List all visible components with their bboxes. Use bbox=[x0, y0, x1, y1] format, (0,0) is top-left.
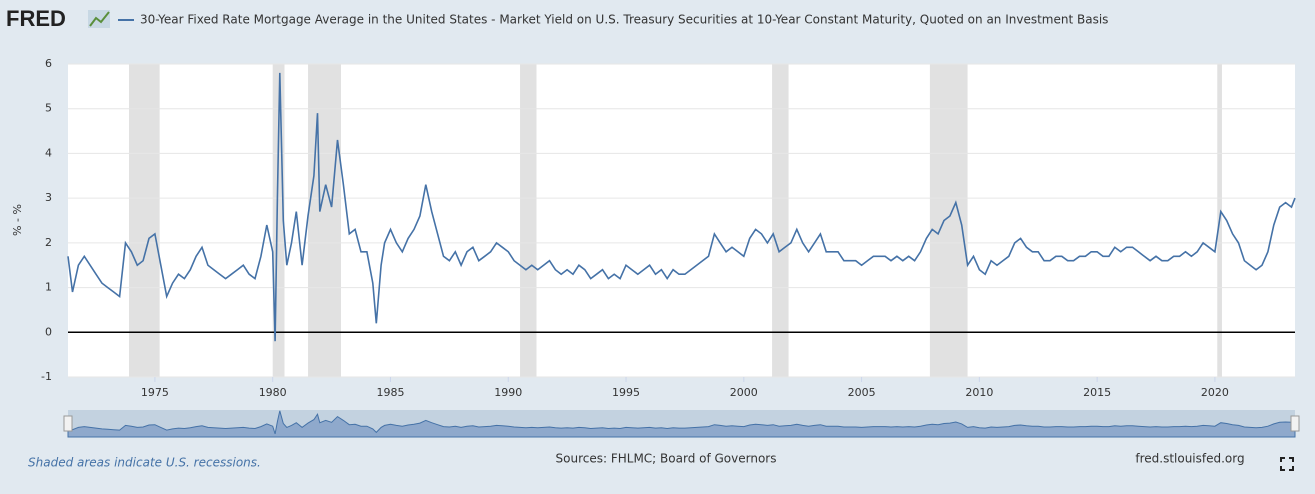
y-tick-label: -1 bbox=[41, 370, 52, 383]
x-tick-label: 2005 bbox=[848, 386, 876, 399]
series-line bbox=[67, 72, 1296, 342]
y-tick-label: 4 bbox=[45, 146, 52, 159]
plot-area bbox=[68, 64, 1295, 377]
legend-label: 30-Year Fixed Rate Mortgage Average in t… bbox=[140, 13, 1108, 27]
recession-band bbox=[308, 64, 342, 377]
y-tick-label: 2 bbox=[45, 236, 52, 249]
logo-icon bbox=[88, 10, 110, 28]
y-tick-label: 0 bbox=[45, 325, 52, 338]
y-tick-label: 6 bbox=[45, 57, 52, 70]
y-tick-label: 3 bbox=[45, 191, 52, 204]
fullscreen-icon[interactable] bbox=[1280, 457, 1294, 471]
recession-band bbox=[772, 64, 789, 377]
recession-band bbox=[520, 64, 537, 377]
navigator-line bbox=[67, 410, 1296, 438]
recession-band bbox=[272, 64, 285, 377]
navigator-handle[interactable] bbox=[1290, 415, 1300, 432]
y-axis-label: % - % bbox=[11, 204, 24, 236]
x-tick-label: 1985 bbox=[376, 386, 404, 399]
x-tick-label: 1990 bbox=[494, 386, 522, 399]
x-tick-label: 2000 bbox=[730, 386, 758, 399]
x-tick-label: 2010 bbox=[965, 386, 993, 399]
x-tick-label: 2020 bbox=[1201, 386, 1229, 399]
x-tick-label: 1995 bbox=[612, 386, 640, 399]
note: Shaded areas indicate U.S. recessions. bbox=[28, 456, 261, 470]
source: Sources: FHLMC; Board of Governors bbox=[556, 452, 777, 466]
x-tick-label: 1975 bbox=[141, 386, 169, 399]
y-tick-label: 5 bbox=[45, 102, 52, 115]
credit: fred.stlouisfed.org bbox=[1135, 452, 1244, 466]
logo: FRED bbox=[6, 6, 66, 31]
recession-band bbox=[929, 64, 968, 377]
y-tick-label: 1 bbox=[45, 281, 52, 294]
x-tick-label: 1980 bbox=[259, 386, 287, 399]
recession-band bbox=[129, 64, 160, 377]
navigator-handle[interactable] bbox=[63, 415, 73, 432]
x-tick-label: 2015 bbox=[1083, 386, 1111, 399]
